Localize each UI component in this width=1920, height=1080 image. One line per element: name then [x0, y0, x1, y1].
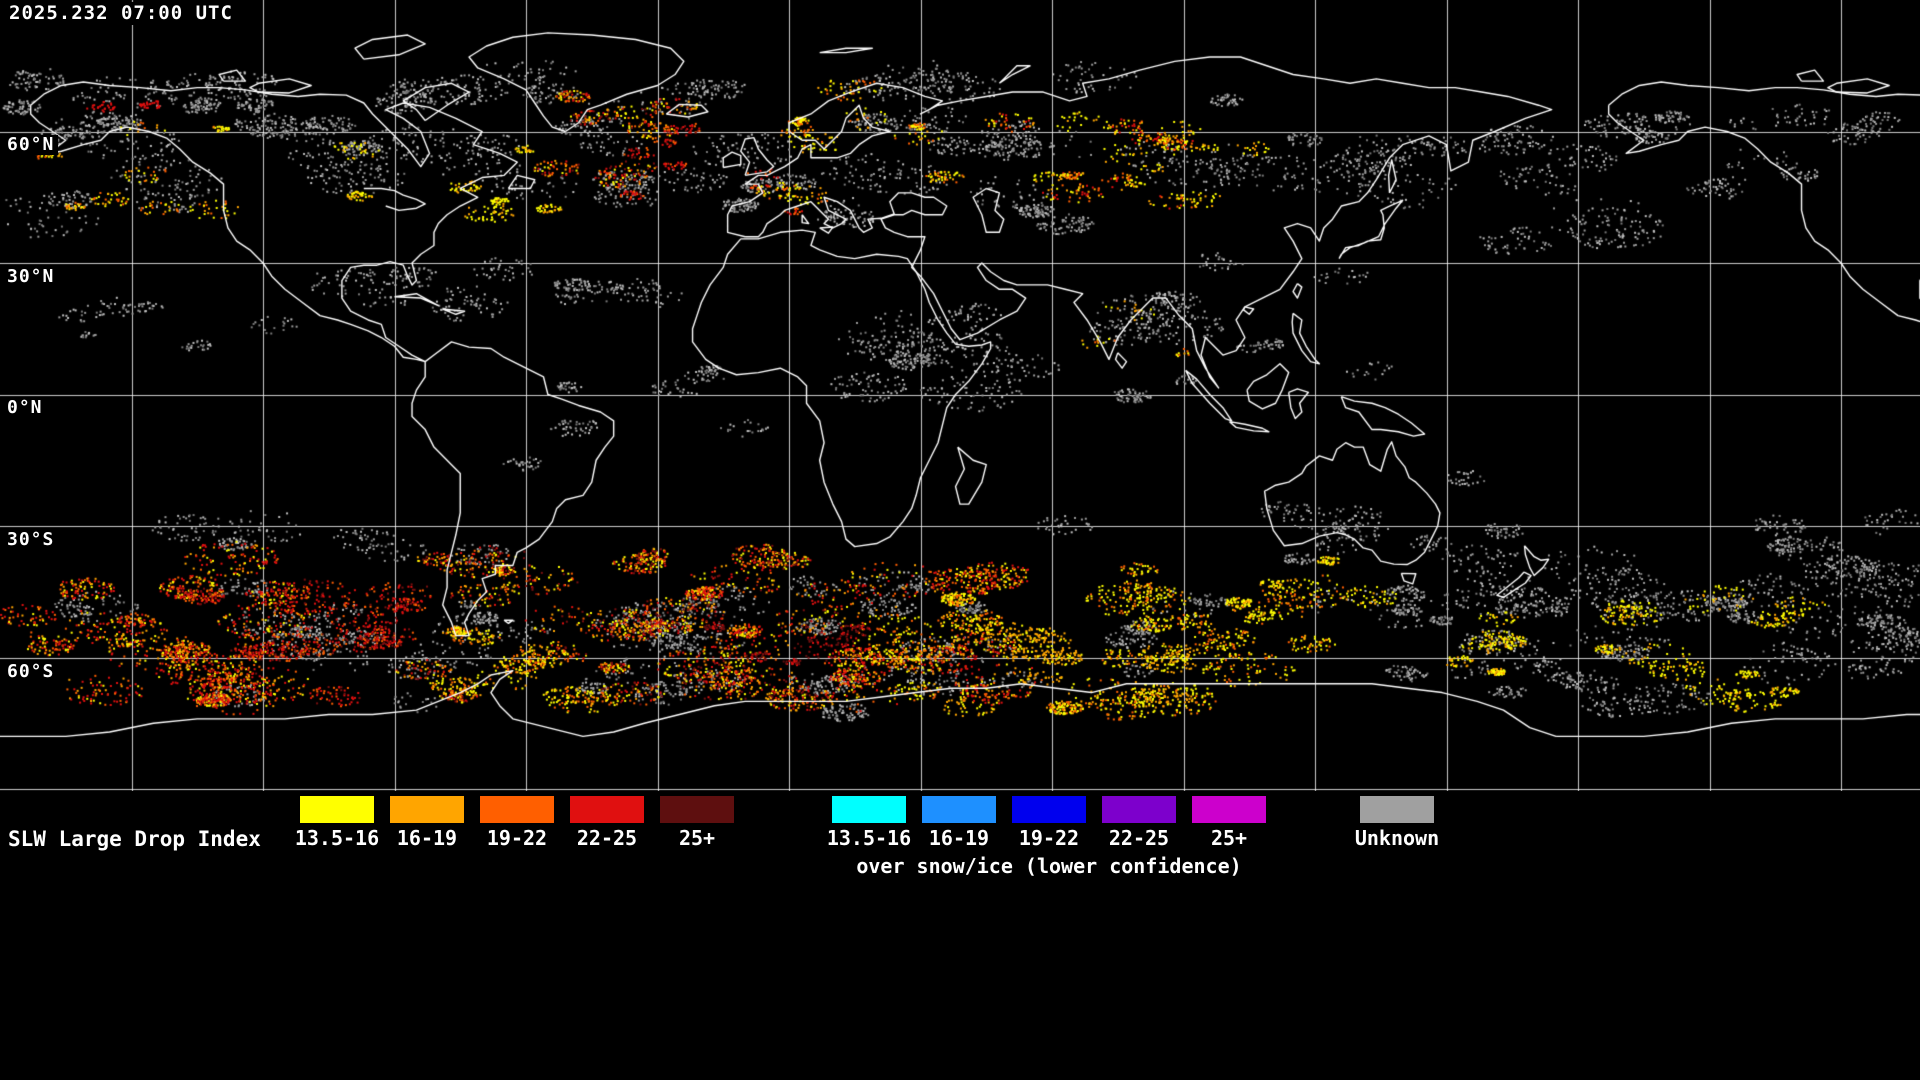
- legend-range-label-snow-4: 22-25: [1108, 826, 1170, 850]
- legend-range-label-snow-5: 25+: [1210, 826, 1248, 850]
- legend-range-label-snow-2: 16-19: [928, 826, 990, 850]
- latitude-label-60s: 60°S: [3, 662, 59, 682]
- legend-label-unknown: Unknown: [1354, 826, 1440, 850]
- legend-swatch-snow-4: [1102, 796, 1176, 823]
- legend-range-label-slw-4: 22-25: [576, 826, 638, 850]
- legend-swatch-slw-3: [480, 796, 554, 823]
- legend-range-label-slw-2: 16-19: [396, 826, 458, 850]
- legend-snow-caption: over snow/ice (lower confidence): [856, 854, 1242, 878]
- latitude-label-30n: 30°N: [3, 267, 59, 287]
- legend-range-label-snow-3: 19-22: [1018, 826, 1080, 850]
- timestamp-label: 2025.232 07:00 UTC: [4, 2, 238, 25]
- legend-swatch-slw-1: [300, 796, 374, 823]
- legend-swatch-snow-5: [1192, 796, 1266, 823]
- legend-swatch-snow-1: [832, 796, 906, 823]
- legend-swatch-slw-4: [570, 796, 644, 823]
- legend-swatch-unknown: [1360, 796, 1434, 823]
- legend-swatch-slw-5: [660, 796, 734, 823]
- latitude-label-0n: 0°N: [3, 398, 47, 418]
- legend-range-label-slw-3: 19-22: [486, 826, 548, 850]
- legend-range-label-snow-1: 13.5-16: [826, 826, 912, 850]
- legend-title: SLW Large Drop Index: [8, 827, 261, 851]
- legend-swatch-snow-3: [1012, 796, 1086, 823]
- legend-swatch-snow-2: [922, 796, 996, 823]
- latitude-label-30s: 30°S: [3, 530, 59, 550]
- world-map-canvas: [0, 0, 1920, 791]
- legend-swatch-slw-2: [390, 796, 464, 823]
- latitude-label-60n: 60°N: [3, 135, 59, 155]
- legend-range-label-slw-1: 13.5-16: [294, 826, 380, 850]
- legend-range-label-slw-5: 25+: [678, 826, 716, 850]
